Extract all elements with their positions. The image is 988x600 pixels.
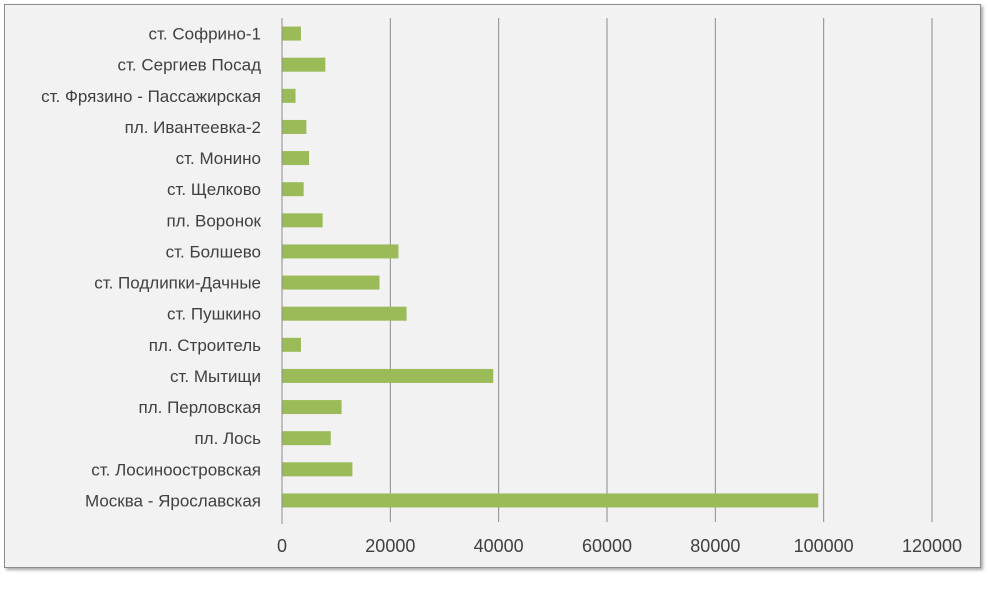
x-tick-label: 60000 — [582, 536, 632, 556]
category-label: ст. Лосиноостровская — [91, 460, 261, 479]
category-labels: ст. Софрино-1 ст. Сергиев Посад ст. Фрязин… — [41, 25, 261, 511]
category-label: ст. Софрино-1 — [149, 25, 261, 44]
category-label: пл. Лось — [194, 429, 261, 448]
bar — [282, 368, 494, 383]
category-label: Москва - Ярославская — [85, 491, 261, 510]
gridlines — [389, 18, 933, 516]
x-tick-label: 20000 — [365, 536, 415, 556]
bar — [282, 337, 301, 352]
bar — [282, 275, 380, 290]
bar — [282, 306, 407, 321]
axes — [281, 18, 933, 524]
bar — [282, 26, 301, 41]
bar-chart: ст. Софрино-1 ст. Сергиев Посад ст. Фрязин… — [41, 18, 962, 556]
x-tick-label: 0 — [277, 536, 287, 556]
category-label: ст. Сергиев Посад — [118, 56, 262, 75]
category-label: пл. Перловская — [139, 398, 262, 417]
bar — [282, 88, 296, 103]
bar — [282, 213, 323, 228]
chart-frame: ст. Софрино-1 ст. Сергиев Посад ст. Фрязин… — [4, 4, 981, 568]
bar — [282, 151, 310, 166]
x-tick-label: 100000 — [794, 536, 854, 556]
x-tick-label: 120000 — [902, 536, 962, 556]
bar — [282, 119, 307, 134]
category-label: ст. Подлипки-Дачные — [94, 274, 261, 293]
bars — [282, 26, 819, 508]
tick-labels: 0 20000 40000 60000 80000 100000 120000 — [277, 536, 962, 556]
category-label: ст. Мытищи — [170, 367, 261, 386]
category-label: пл. Ивантеевка-2 — [125, 118, 261, 137]
bar — [282, 400, 342, 415]
category-label: ст. Пушкино — [167, 305, 261, 324]
category-label: пл. Воронок — [166, 211, 261, 230]
x-tick-label: 40000 — [474, 536, 524, 556]
bar — [282, 182, 304, 197]
category-label: пл. Строитель — [149, 336, 261, 355]
bar — [282, 431, 331, 446]
bar — [282, 462, 353, 477]
bar — [282, 493, 819, 508]
x-tick-label: 80000 — [690, 536, 740, 556]
category-label: ст. Фрязино - Пассажирская — [41, 87, 261, 106]
bar — [282, 57, 326, 72]
bar — [282, 244, 399, 259]
category-label: ст. Щелково — [167, 180, 261, 199]
category-label: ст. Монино — [176, 149, 261, 168]
category-label: ст. Болшево — [166, 242, 261, 261]
